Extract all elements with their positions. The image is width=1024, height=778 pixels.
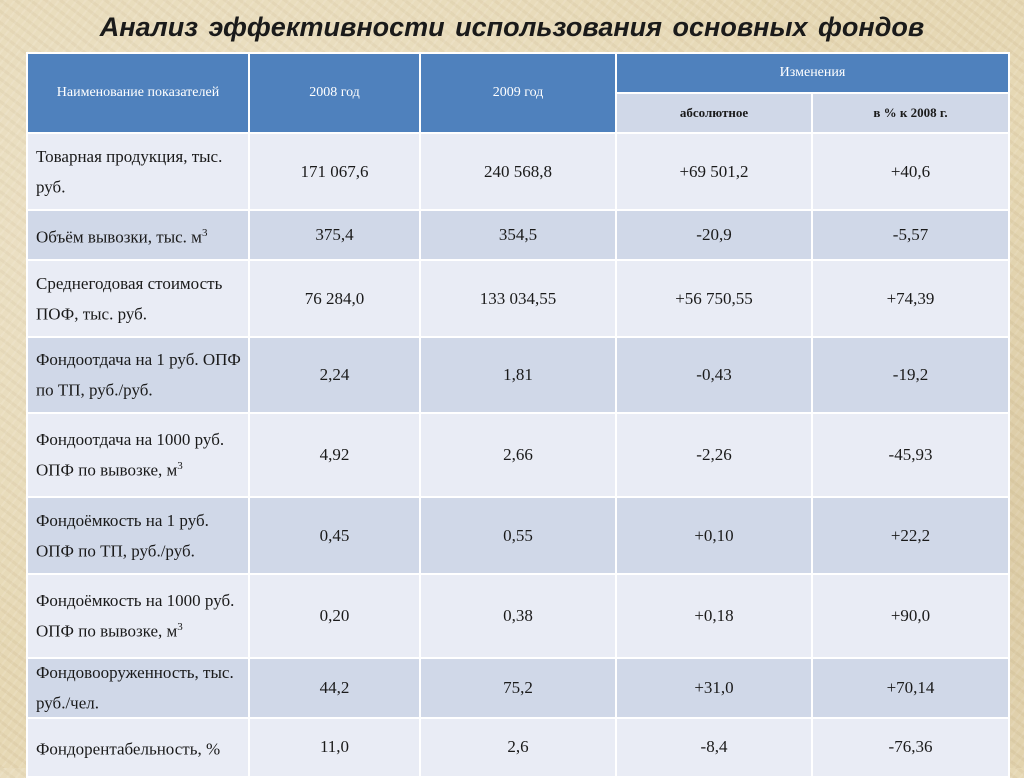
- value-2009: 133 034,55: [419, 259, 617, 338]
- value-2009: 0,38: [419, 573, 617, 659]
- change-absolute: +0,10: [615, 496, 813, 575]
- row-name-text: Фондорентабельность, %: [36, 739, 221, 759]
- table-row: Фондоотдача на 1000 руб. ОПФ по вывозке,…: [26, 412, 1010, 498]
- value-2009: 1,81: [419, 336, 617, 414]
- table-row: Среднегодовая стоимость ПОФ, тыс. руб. 76…: [26, 259, 1010, 338]
- row-name: Среднегодовая стоимость ПОФ, тыс. руб.: [26, 259, 250, 338]
- table-row: Товарная продукция, тыс. руб. 171 067,6 24…: [26, 132, 1010, 211]
- row-name-text: Фондоотдача на 1000 руб. ОПФ по вывозке,…: [36, 430, 225, 480]
- table-row: Фондовооруженность, тыс. руб./чел. 44,2 75…: [26, 657, 1010, 719]
- row-name: Фондоотдача на 1 руб. ОПФ по ТП, руб./ру…: [26, 336, 250, 414]
- row-name-text: Товарная продукция, тыс. руб.: [36, 146, 223, 197]
- row-name-text: Фондоёмкость на 1000 руб. ОПФ по вывозке…: [36, 591, 235, 641]
- value-2008: 76 284,0: [248, 259, 421, 338]
- change-percent: +22,2: [811, 496, 1010, 575]
- table-row: Объём вывозки, тыс. м3 375,4 354,5 -20,9 -5,…: [26, 209, 1010, 261]
- row-name: Объём вывозки, тыс. м3: [26, 209, 250, 261]
- table-row: Фондорентабельность, % 11,0 2,6 -8,4 -76,36: [26, 716, 1010, 778]
- table-row: Фондоёмкость на 1000 руб. ОПФ по вывозке…: [26, 573, 1010, 659]
- header-2008: 2008 год: [248, 52, 421, 134]
- value-2009: 2,66: [419, 412, 617, 498]
- row-name-text: Фондоёмкость на 1 руб. ОПФ по ТП, руб./р…: [36, 510, 209, 561]
- row-name-text: Объём вывозки, тыс. м: [36, 227, 202, 247]
- change-absolute: +31,0: [615, 657, 813, 719]
- change-absolute: -8,4: [615, 716, 813, 778]
- value-2009: 75,2: [419, 657, 617, 719]
- row-name-text: Фондовооруженность, тыс. руб./чел.: [36, 663, 234, 713]
- change-absolute: +56 750,55: [615, 259, 813, 338]
- value-2008: 171 067,6: [248, 132, 421, 211]
- change-percent: -76,36: [811, 716, 1010, 778]
- value-2008: 44,2: [248, 657, 421, 719]
- value-2008: 4,92: [248, 412, 421, 498]
- row-name: Товарная продукция, тыс. руб.: [26, 132, 250, 211]
- header-percent: в % к 2008 г.: [811, 92, 1010, 134]
- change-percent: -45,93: [811, 412, 1010, 498]
- change-absolute: -20,9: [615, 209, 813, 261]
- change-absolute: -0,43: [615, 336, 813, 414]
- header-name: Наименование показателей: [26, 52, 250, 134]
- value-2009: 240 568,8: [419, 132, 617, 211]
- change-absolute: +0,18: [615, 573, 813, 659]
- change-percent: +40,6: [811, 132, 1010, 211]
- change-percent: +90,0: [811, 573, 1010, 659]
- header-changes: Изменения: [615, 52, 1010, 94]
- page-title: Анализ эффективности использования основ…: [99, 12, 925, 42]
- table-row: Фондоёмкость на 1 руб. ОПФ по ТП, руб./р…: [26, 496, 1010, 575]
- change-percent: +70,14: [811, 657, 1010, 719]
- row-name: Фондоёмкость на 1000 руб. ОПФ по вывозке…: [26, 573, 250, 659]
- value-2008: 375,4: [248, 209, 421, 261]
- row-name-text: Среднегодовая стоимость ПОФ, тыс. руб.: [36, 273, 223, 324]
- row-name: Фондорентабельность, %: [26, 716, 250, 778]
- change-percent: -5,57: [811, 209, 1010, 261]
- value-2008: 2,24: [248, 336, 421, 414]
- value-2009: 0,55: [419, 496, 617, 575]
- change-absolute: +69 501,2: [615, 132, 813, 211]
- header-absolute: абсолютное: [615, 92, 813, 134]
- change-percent: -19,2: [811, 336, 1010, 414]
- table-row: Фондоотдача на 1 руб. ОПФ по ТП, руб./ру…: [26, 336, 1010, 414]
- row-name: Фондовооруженность, тыс. руб./чел.: [26, 657, 250, 719]
- value-2008: 0,45: [248, 496, 421, 575]
- header-2009: 2009 год: [419, 52, 617, 134]
- change-percent: +74,39: [811, 259, 1010, 338]
- unit-superscript: 3: [201, 226, 208, 239]
- change-absolute: -2,26: [615, 412, 813, 498]
- unit-superscript: 3: [177, 460, 183, 473]
- value-2008: 0,20: [248, 573, 421, 659]
- row-name: Фондоотдача на 1000 руб. ОПФ по вывозке,…: [26, 412, 250, 498]
- efficiency-table: Наименование показателей 2008 год 2009 г…: [26, 52, 1010, 778]
- row-name: Фондоёмкость на 1 руб. ОПФ по ТП, руб./р…: [26, 496, 250, 575]
- value-2009: 354,5: [419, 209, 617, 261]
- unit-superscript: 3: [177, 621, 183, 634]
- row-name-text: Фондоотдача на 1 руб. ОПФ по ТП, руб./ру…: [36, 350, 241, 400]
